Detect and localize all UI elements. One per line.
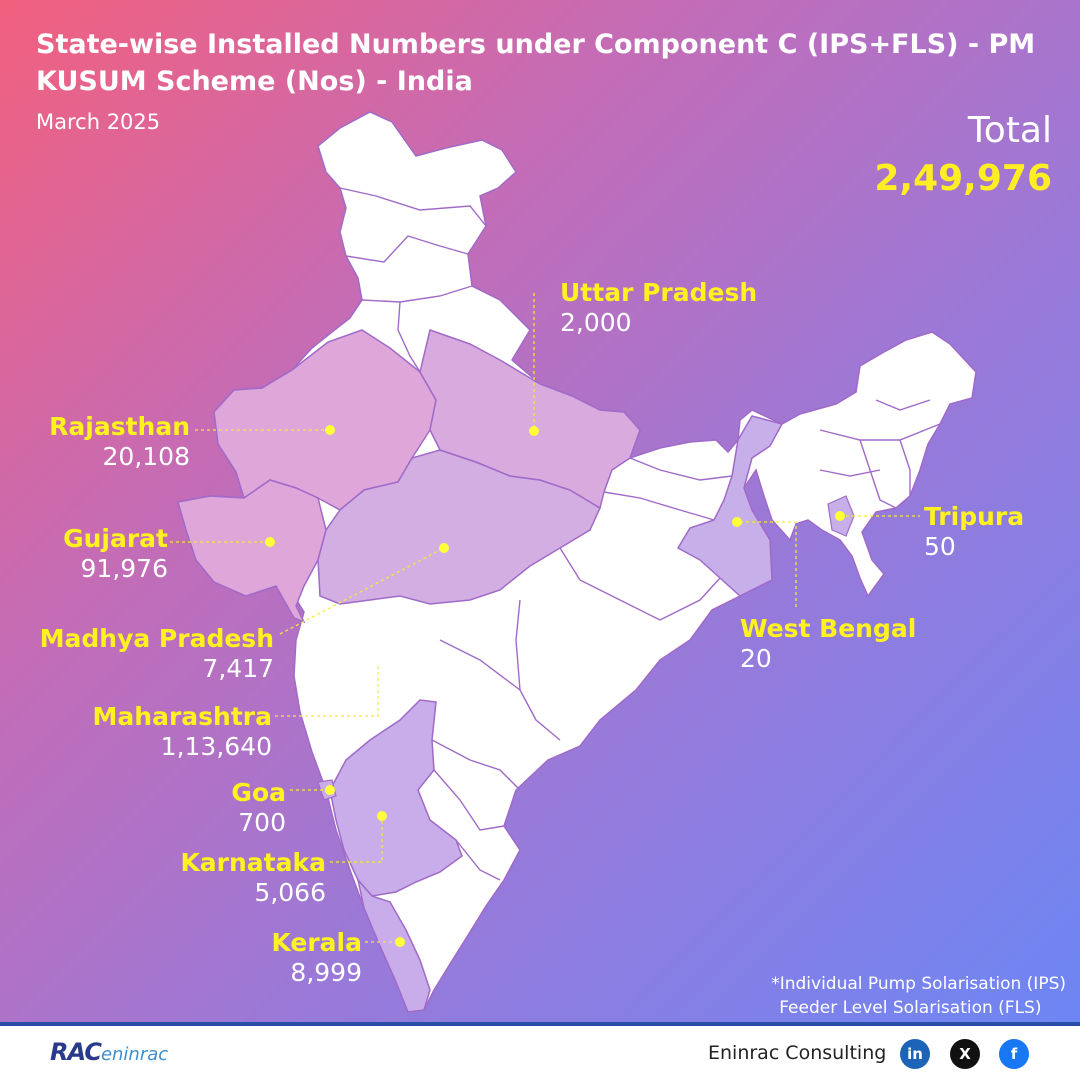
india-map [170,111,977,1013]
linkedin-icon[interactable]: in [900,1039,930,1069]
dot-kerala [395,937,405,947]
total-value: 2,49,976 [874,158,1052,199]
dot-gujarat [265,537,275,547]
dot-rajasthan [325,425,335,435]
label-gujarat: Gujarat 91,976 [63,524,168,584]
dot-karnataka [377,811,387,821]
state-name: West Bengal [740,614,917,643]
state-name: Rajasthan [49,412,190,441]
x-icon[interactable]: X [950,1039,980,1069]
state-value: 700 [238,808,286,837]
page-subtitle: March 2025 [36,110,161,134]
state-value: 20,108 [102,442,190,471]
state-gujarat [177,479,327,624]
state-value: 2,000 [560,308,632,337]
dot-west-bengal [732,517,742,527]
state-value: 7,417 [202,654,274,683]
state-name: Madhya Pradesh [39,624,274,653]
page-title: State-wise Installed Numbers under Compo… [36,29,1036,97]
state-name: Goa [231,778,286,807]
dot-uttar-pradesh [529,426,539,436]
state-name: Tripura [924,502,1025,531]
state-value: 5,066 [254,878,326,907]
state-west-bengal [676,415,784,597]
logo-sub: eninrac [100,1044,169,1065]
state-value: 1,13,640 [160,732,272,761]
label-madhya-pradesh: Madhya Pradesh 7,417 [40,624,274,684]
footnote-line-2: Feeder Level Solarisation (FLS) [779,998,1042,1018]
brand-logo[interactable]: RACeninrac [50,1038,168,1066]
company-name: Eninrac Consulting [708,1042,887,1064]
dot-madhya-pradesh [439,543,449,553]
map-canvas: State-wise Installed Numbers under Compo… [0,0,1080,1022]
footer-bar: RACeninrac Eninrac Consulting in X f [0,1022,1080,1080]
logo-main: RAC [50,1038,102,1066]
state-name: Karnataka [180,848,326,877]
label-west-bengal: West Bengal 20 [740,614,916,674]
dot-goa [325,785,335,795]
state-value: 91,976 [80,554,168,583]
label-kerala: Kerala 8,999 [271,928,362,988]
state-name: Gujarat [63,524,168,553]
facebook-icon[interactable]: f [999,1039,1029,1069]
state-value: 50 [924,532,956,561]
label-rajasthan: Rajasthan 20,108 [49,412,190,472]
state-value: 8,999 [290,958,362,987]
total-label: Total [967,110,1052,151]
footnote-line-1: *Individual Pump Solarisation (IPS) [771,974,1066,994]
footnote: *Individual Pump Solarisation (IPS) Feed… [771,972,1066,1020]
state-kerala [356,877,431,1013]
label-karnataka: Karnataka 5,066 [180,848,326,908]
state-name: Uttar Pradesh [560,278,758,307]
label-tripura: Tripura 50 [924,502,1024,562]
state-name: Maharashtra [92,702,272,731]
state-value: 20 [740,644,772,673]
state-name: Kerala [271,928,362,957]
label-goa: Goa 700 [231,778,286,838]
dot-tripura [835,511,845,521]
label-maharashtra: Maharashtra 1,13,640 [93,702,272,762]
label-uttar-pradesh: Uttar Pradesh 2,000 [560,278,757,338]
